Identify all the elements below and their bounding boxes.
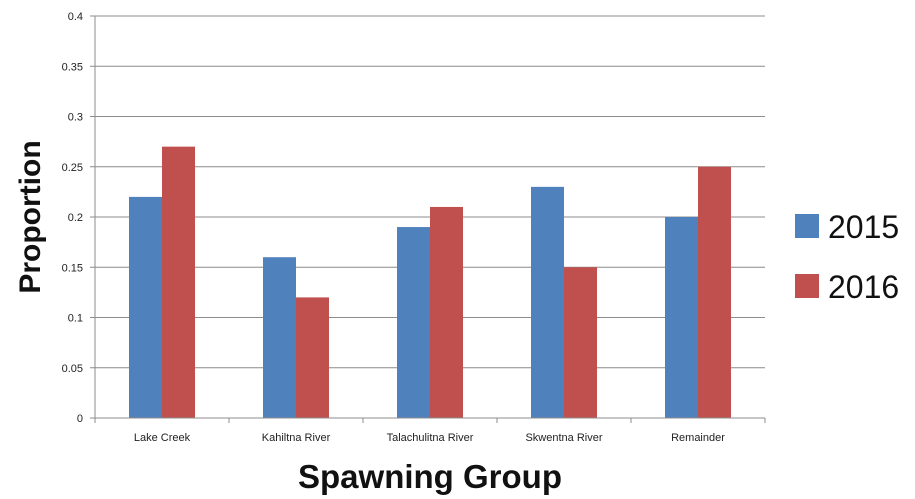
y-tick-label: 0.35 (62, 61, 83, 73)
bar-2016-kahiltna-river (296, 297, 329, 418)
x-tick-label: Skwentna River (525, 432, 602, 444)
bar-2015-skwentna-river (531, 186, 564, 418)
x-tick-label: Lake Creek (134, 432, 191, 444)
bar-2015-talachulitna-river (397, 227, 430, 418)
y-tick-label: 0.15 (62, 262, 83, 274)
y-tick-label: 0.4 (68, 11, 83, 23)
y-tick-label: 0 (77, 413, 83, 425)
x-tick-label: Kahiltna River (262, 432, 331, 444)
bar-2016-skwentna-river (564, 267, 597, 418)
legend-swatch-2016 (795, 274, 819, 298)
x-tick-labels: Lake Creek Kahiltna River Talachulitna Riv… (134, 432, 725, 444)
y-axis-title: Proportion (14, 140, 47, 293)
x-axis-title: Spawning Group (298, 458, 562, 495)
legend-label-2015: 2015 (828, 209, 899, 245)
y-tick-labels: 0 0.05 0.1 0.15 0.2 0.25 0.3 0.35 0.4 (62, 11, 83, 425)
y-tick-label: 0.2 (68, 212, 83, 224)
x-tick-label: Talachulitna River (387, 432, 474, 444)
bar-2015-lake-creek (129, 196, 162, 418)
bar-2015-kahiltna-river (263, 257, 296, 418)
y-tick-label: 0.1 (68, 313, 83, 325)
bar-2015-remainder (665, 217, 698, 418)
legend-swatch-2015 (795, 214, 819, 238)
legend-label-2016: 2016 (828, 269, 899, 305)
x-tick-label: Remainder (671, 432, 725, 444)
y-tick-label: 0.05 (62, 363, 83, 375)
legend: 2015 2016 (795, 209, 899, 305)
y-tick-label: 0.25 (62, 162, 83, 174)
bar-2016-talachulitna-river (430, 206, 463, 418)
axes (90, 15, 766, 423)
bar-2016-remainder (698, 166, 731, 418)
y-tick-label: 0.3 (68, 112, 83, 124)
bars (129, 146, 731, 418)
bar-2016-lake-creek (162, 146, 195, 418)
